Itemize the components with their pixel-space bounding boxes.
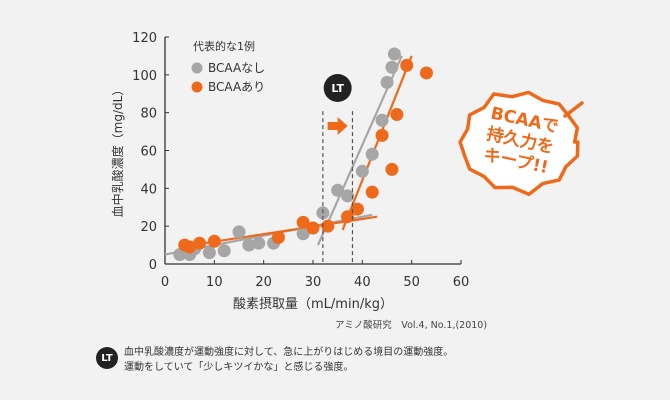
lt-badge [323, 74, 352, 102]
point-bcaa [365, 185, 379, 199]
point-no-bcaa [380, 75, 394, 89]
point-bcaa [390, 108, 404, 122]
point-bcaa [400, 58, 414, 72]
x-tick-label: 20 [255, 275, 272, 290]
y-tick-label: 80 [140, 107, 157, 122]
stamp-outline [458, 90, 580, 197]
lt-note-line1: 血中乳酸濃度が運動強度に対して、急に上がりはじめる境目の運動強度。 [124, 347, 454, 358]
point-no-bcaa [365, 147, 379, 161]
point-bcaa [375, 128, 389, 142]
point-bcaa [321, 219, 335, 233]
point-bcaa [385, 162, 399, 176]
y-tick-label: 60 [140, 145, 157, 160]
stamp-tail [563, 101, 584, 118]
x-tick-label: 40 [354, 275, 371, 290]
point-bcaa [306, 221, 320, 235]
y-tick-label: 120 [132, 31, 157, 46]
x-axis-label: 酸素摂取量（mL/min/kg） [233, 296, 393, 312]
lt-note: LT 血中乳酸濃度が運動強度に対して、急に上がりはじめる境目の運動強度。 運動を… [96, 345, 453, 375]
chart-axes: 0 10 20 30 40 50 60 0 20 40 60 80 100 120 酸素摂取量（mL/min… [110, 31, 469, 312]
legend-swatch [191, 62, 203, 74]
y-tick-label: 100 [132, 69, 157, 84]
point-no-bcaa [375, 113, 389, 127]
point-no-bcaa [296, 227, 310, 241]
legend-swatch [191, 81, 203, 93]
point-no-bcaa [341, 189, 355, 203]
x-tick-label: 10 [206, 275, 223, 290]
legend-label: BCAAなし [208, 61, 265, 75]
y-tick-label: 0 [149, 258, 157, 273]
lt-marker: LT [322, 74, 354, 263]
y-axis-label: 血中乳酸濃度（mg/dL） [110, 84, 125, 218]
point-no-bcaa [252, 236, 266, 250]
point-no-bcaa [385, 60, 399, 74]
legend-title: 代表的な1例 [193, 39, 255, 53]
point-no-bcaa [232, 225, 246, 239]
point-no-bcaa [331, 183, 345, 197]
data-points [173, 47, 433, 262]
point-no-bcaa [242, 238, 256, 252]
y-tick-label: 20 [140, 220, 157, 235]
lt-note-badge: LT [96, 347, 118, 369]
point-no-bcaa [217, 244, 231, 258]
x-tick-label: 30 [305, 275, 322, 290]
x-tick-label: 0 [161, 275, 169, 290]
right-arrow-icon [327, 117, 348, 135]
point-no-bcaa [355, 164, 369, 178]
trend-line [341, 55, 413, 231]
x-tick-label: 50 [403, 275, 420, 290]
lt-note-line2: 運動をしていて「少しキツイかな」と感じる強度。 [124, 362, 354, 373]
chart-legend: 代表的な1例 BCAAなし BCAAあり [191, 39, 265, 94]
y-tick-label: 40 [140, 182, 157, 197]
point-bcaa [341, 210, 355, 224]
x-tick-label: 60 [453, 275, 470, 290]
point-bcaa [296, 215, 310, 229]
point-no-bcaa [202, 246, 216, 260]
source-citation: アミノ酸研究 Vol.4, No.1,(2010) [335, 320, 488, 331]
point-bcaa [207, 234, 221, 248]
point-bcaa [183, 240, 197, 254]
point-bcaa [271, 231, 285, 245]
legend-label: BCAAあり [208, 80, 265, 94]
point-bcaa [350, 202, 364, 216]
lt-note-text: 血中乳酸濃度が運動強度に対して、急に上がりはじめる境目の運動強度。 運動をしてい… [124, 345, 453, 375]
point-bcaa [193, 236, 207, 250]
lt-badge-label: LT [331, 82, 344, 95]
point-bcaa [419, 66, 433, 80]
point-no-bcaa [387, 47, 401, 61]
